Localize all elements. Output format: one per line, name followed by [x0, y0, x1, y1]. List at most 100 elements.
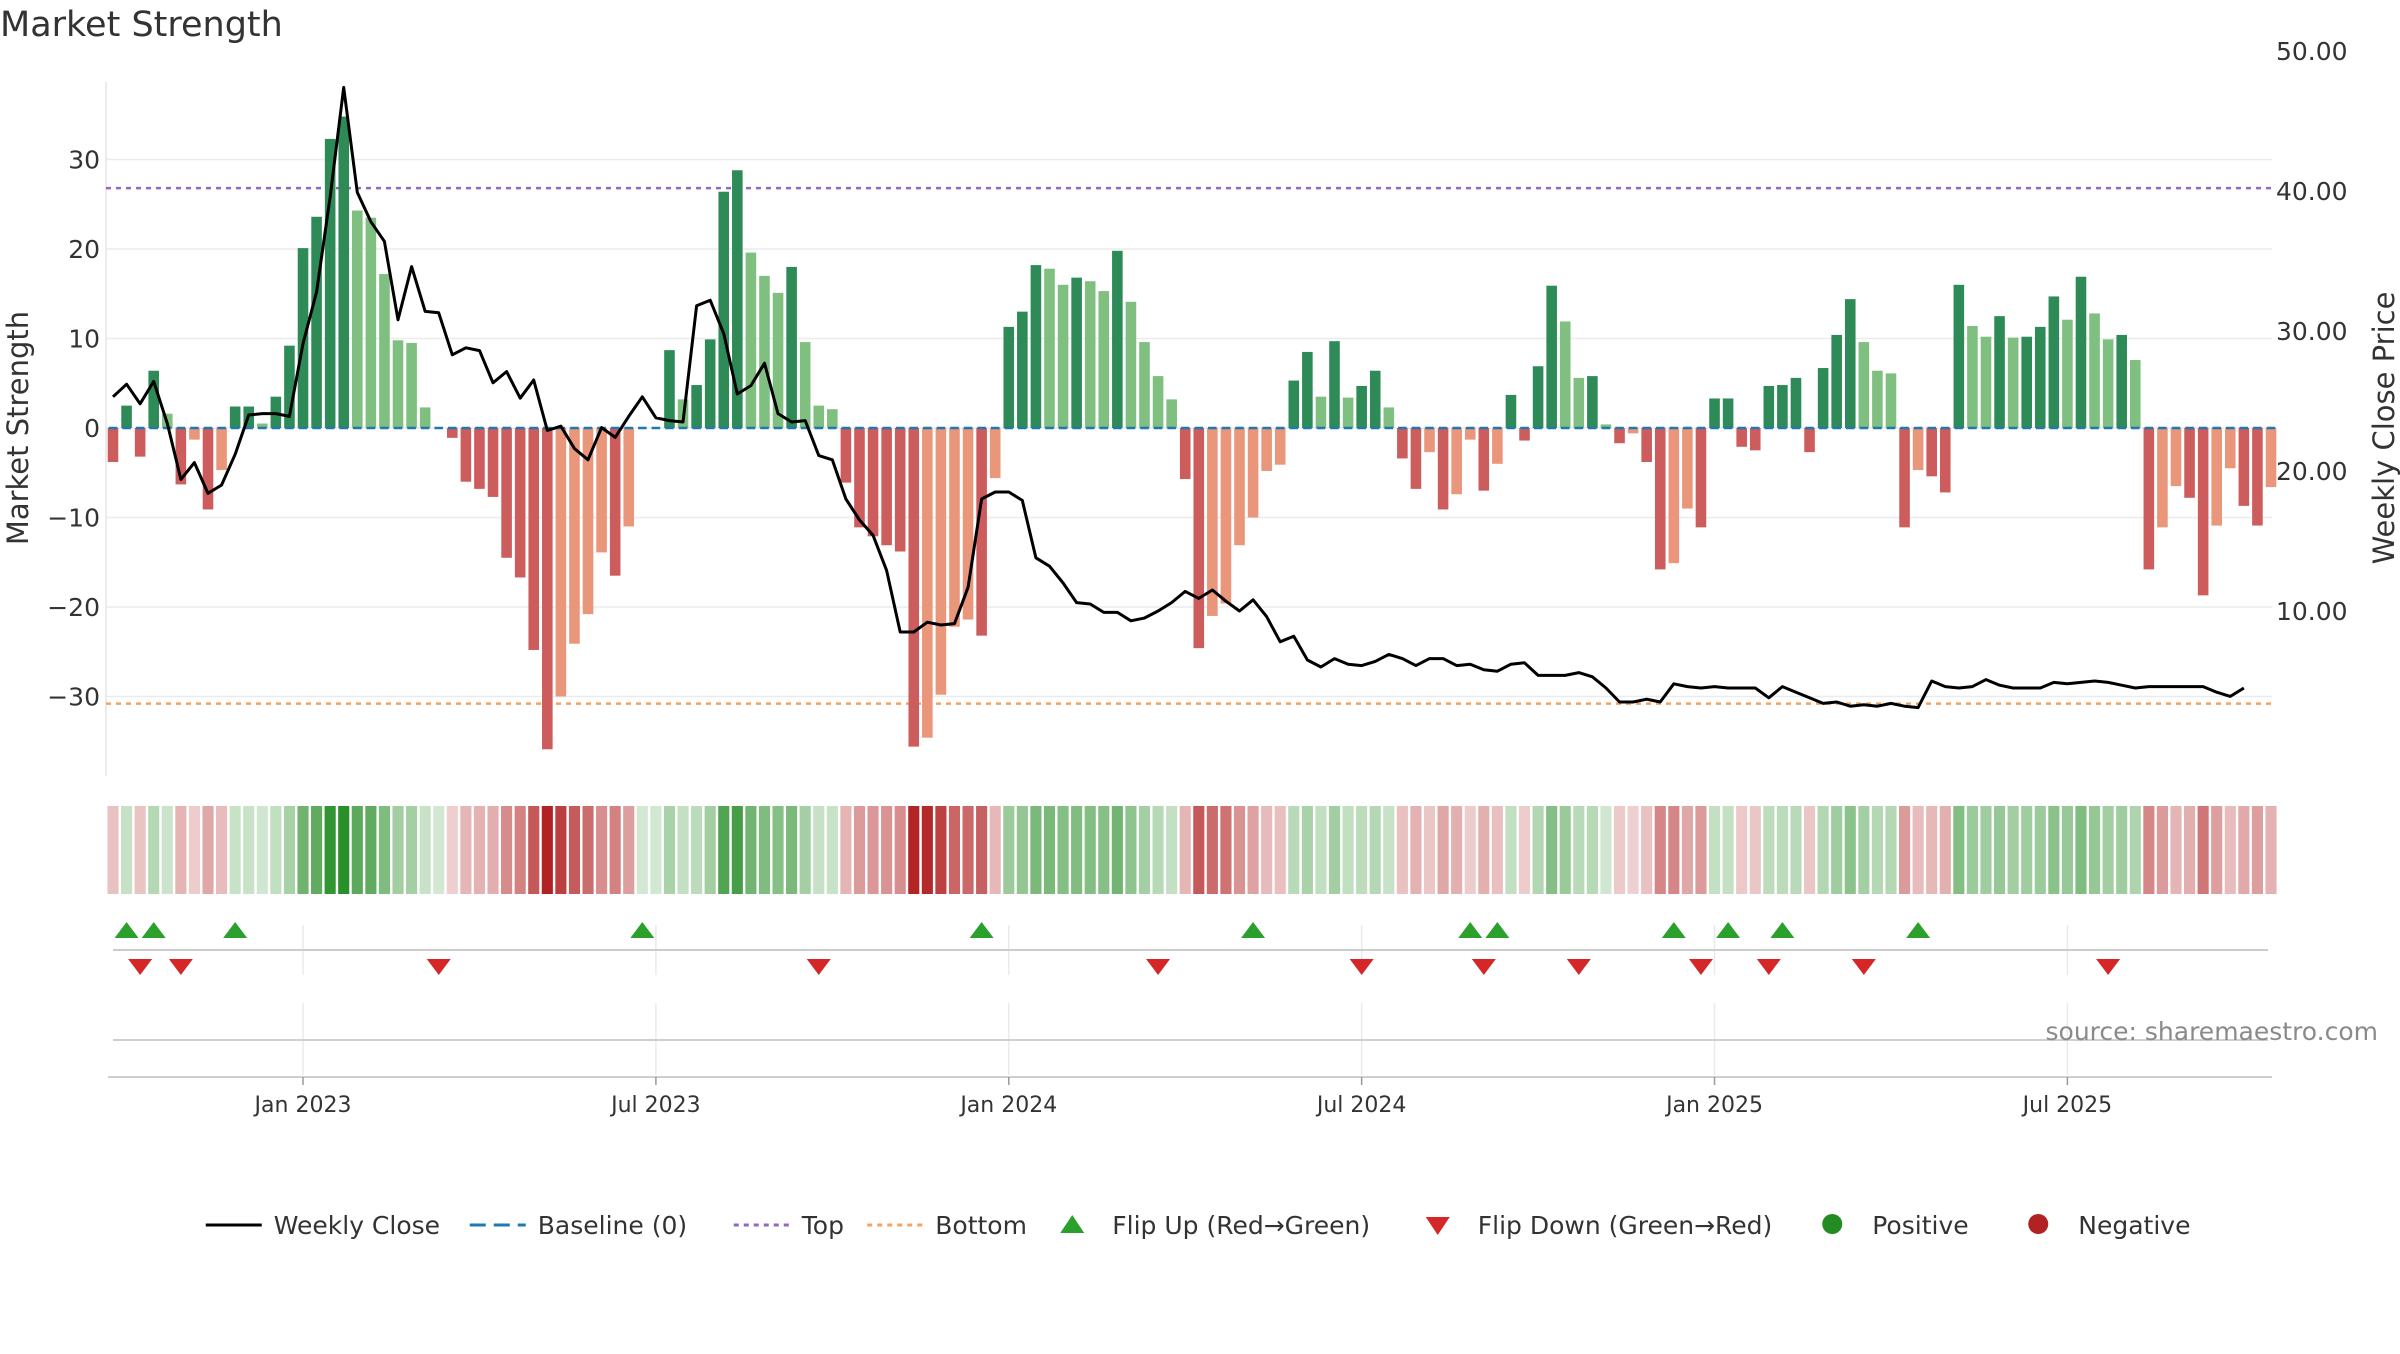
strength-bar: [1084, 281, 1096, 428]
strength-bar: [107, 428, 119, 463]
heat-cell: [1166, 806, 1178, 894]
heat-cell: [283, 806, 296, 894]
flip-down-marker: [806, 959, 831, 975]
y-tick-label-right: 40.00: [2276, 177, 2348, 206]
strength-bar: [1342, 397, 1354, 428]
heat-cell: [297, 806, 309, 894]
heat-cell: [596, 806, 608, 894]
heat-cell: [2116, 806, 2128, 894]
strength-bar: [1492, 428, 1503, 464]
heat-cell: [1871, 806, 1883, 894]
strength-bar: [1519, 428, 1530, 441]
strength-bar: [2021, 336, 2032, 428]
heat-cell: [175, 806, 187, 894]
strength-bar: [1695, 428, 1707, 528]
strength-bar: [582, 428, 594, 615]
heat-cell: [1003, 806, 1015, 894]
strength-bar: [1057, 284, 1069, 428]
y-ticks-left: 30 20 10 0 −10 −20 −30: [47, 146, 100, 712]
strength-bar: [908, 428, 920, 747]
flip-up-marker: [969, 922, 994, 938]
flip-up-marker: [141, 922, 166, 938]
strength-bar: [2143, 428, 2155, 570]
heat-cell: [1668, 806, 1680, 894]
legend-item: Baseline (0): [469, 1211, 687, 1240]
heat-cell: [378, 806, 391, 894]
y-tick-label-right: 50.00: [2276, 37, 2348, 66]
heat-cell: [853, 806, 866, 894]
heat-cell: [1396, 806, 1408, 894]
y-axis-label-left: Market Strength: [1, 311, 35, 545]
strength-bar: [189, 428, 200, 440]
heat-cell: [2075, 806, 2087, 894]
heat-cell: [2211, 806, 2223, 894]
strength-bar: [1098, 291, 1110, 428]
heat-cell: [1451, 806, 1463, 894]
strength-bar: [2116, 334, 2127, 428]
heat-cell: [107, 806, 119, 894]
strength-bar: [1152, 376, 1164, 428]
heat-cell: [1491, 806, 1503, 894]
heat-cell: [1383, 806, 1395, 894]
heat-cell: [1926, 806, 1938, 894]
flip-up-marker: [1241, 922, 1266, 938]
strength-bar: [2184, 428, 2195, 498]
heat-cell: [1437, 806, 1449, 894]
strength-bar: [1532, 366, 1544, 428]
strength-bar: [1397, 428, 1408, 459]
heat-cell: [1301, 806, 1313, 894]
heat-cell: [935, 806, 947, 894]
heat-cell: [2265, 806, 2277, 894]
strength-bar: [1614, 428, 1625, 444]
heat-cell: [392, 806, 404, 894]
heat-cell: [148, 806, 160, 894]
flip-down-marker: [1756, 959, 1781, 975]
strength-bar: [1627, 428, 1639, 434]
heat-cell: [121, 806, 133, 894]
strength-bar: [2062, 319, 2073, 428]
heat-cell: [1274, 806, 1286, 894]
strength-bar: [1912, 428, 1924, 471]
heat-cell: [433, 806, 445, 894]
heat-cell: [2102, 806, 2114, 894]
strength-bar: [1410, 428, 1422, 489]
strength-bar: [1600, 424, 1612, 428]
strength-bar: [1872, 370, 1883, 428]
strength-bar: [1315, 396, 1327, 428]
strength-bar: [1003, 326, 1015, 428]
heat-cell: [2034, 806, 2046, 894]
heat-cell: [840, 806, 852, 894]
heat-cell: [1030, 806, 1042, 894]
y-ticks-right: 50.00 40.00 30.00 20.00 10.00: [2276, 37, 2348, 626]
flip-down-marker: [1146, 959, 1171, 975]
flip-down-marker: [426, 959, 451, 975]
strength-bar: [284, 345, 295, 428]
strength-bar: [2102, 339, 2114, 428]
heat-cell: [351, 806, 363, 894]
heat-cell: [202, 806, 214, 894]
legend-swatch-tri-down: [1425, 1217, 1450, 1235]
legend: Weekly Close Baseline (0) Top Bottom Flip Up…: [205, 1211, 2190, 1240]
strength-bar: [1166, 399, 1177, 428]
strength-bar: [799, 342, 811, 428]
strength-bar: [1112, 250, 1123, 428]
x-tick-label: Jan 2024: [958, 1093, 1057, 1118]
heat-cell: [1057, 806, 1069, 894]
heat-cell: [2021, 806, 2033, 894]
strength-bar: [894, 428, 906, 552]
strength-bar: [1247, 428, 1259, 518]
strength-bar: [542, 428, 553, 750]
chart-title: Market Strength: [0, 5, 283, 45]
flip-down-marker: [1566, 959, 1591, 975]
strength-bar: [460, 428, 472, 482]
heat-cell: [894, 806, 906, 894]
heat-cell: [691, 806, 703, 894]
heat-cell: [1111, 806, 1123, 894]
heat-cell: [1084, 806, 1096, 894]
strength-bar: [1139, 342, 1150, 428]
flip-up-marker: [1458, 922, 1483, 938]
heat-cell: [718, 806, 730, 894]
x-tick-label: Jan 2025: [1664, 1093, 1763, 1118]
x-tick-label: Jul 2024: [1315, 1093, 1407, 1118]
heat-cell: [2197, 806, 2209, 894]
